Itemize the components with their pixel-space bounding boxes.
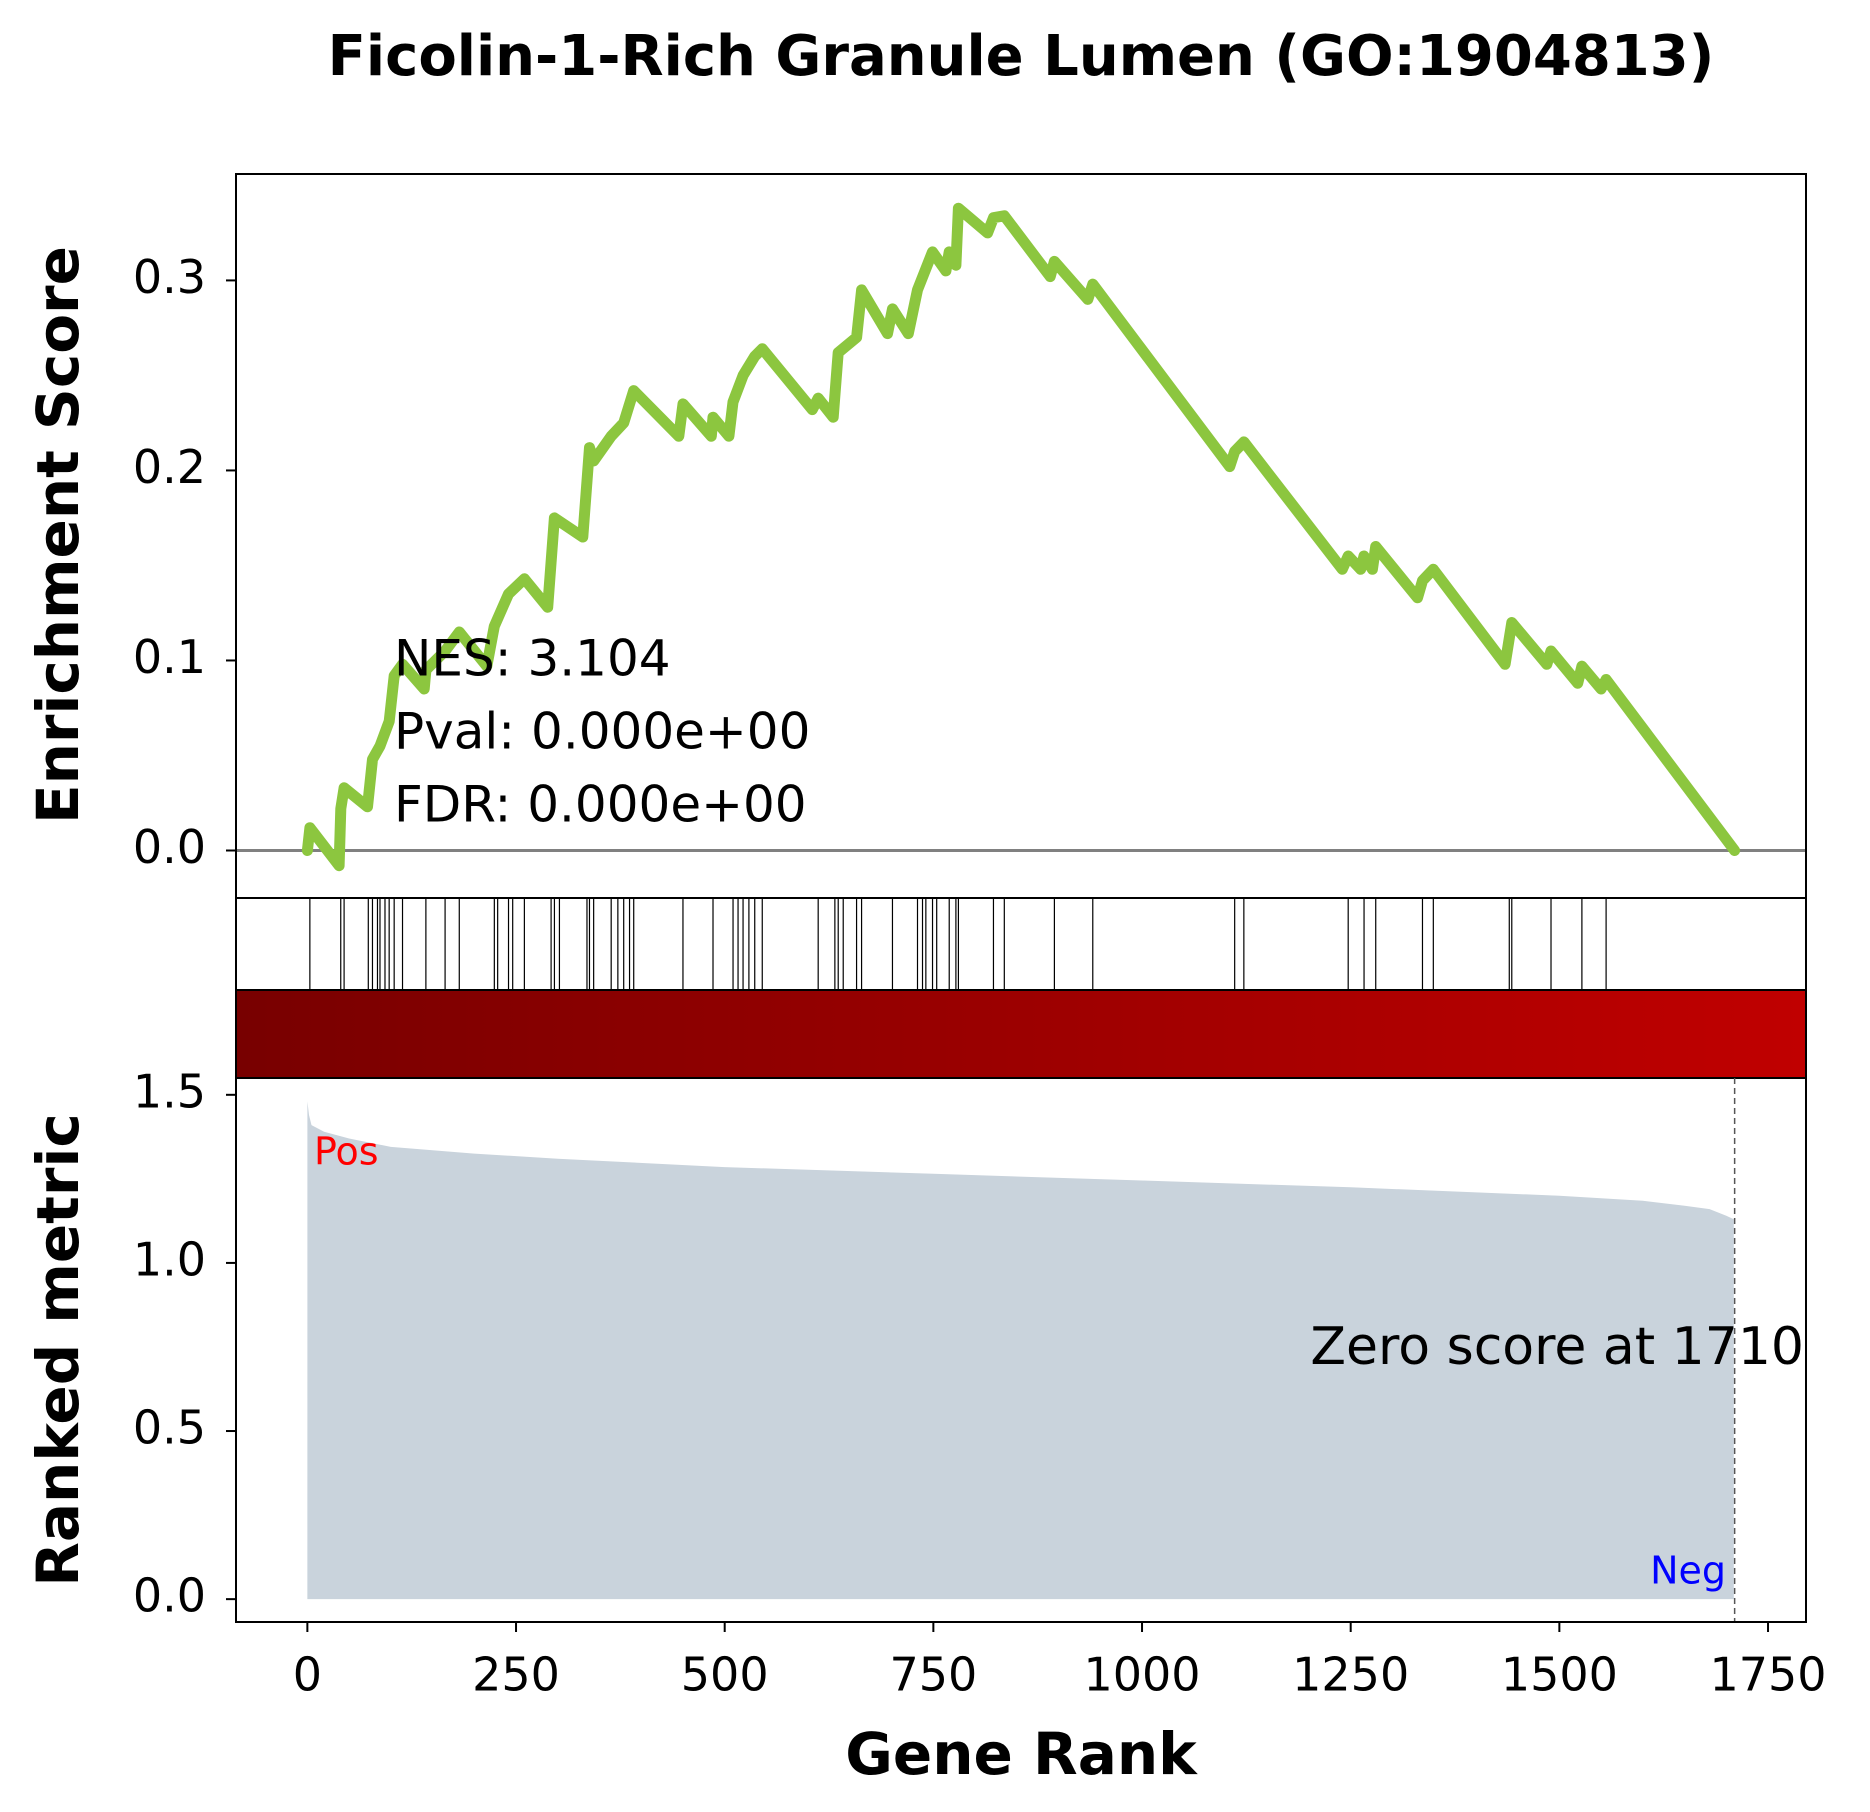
x-tick-label: 500 xyxy=(681,1648,769,1702)
y-tick-label: 0.2 xyxy=(133,440,206,494)
stat-annotation: FDR: 0.000e+00 xyxy=(394,776,807,834)
y-tick-label: 0.5 xyxy=(133,1401,206,1455)
metric-area xyxy=(307,1101,1734,1600)
y-tick-label: 0.3 xyxy=(133,250,206,304)
x-tick-label: 0 xyxy=(293,1648,322,1702)
y-tick-label: 0.0 xyxy=(133,820,206,874)
x-axis-label: Gene Rank xyxy=(845,1720,1198,1788)
axes-frame xyxy=(235,897,1807,991)
neg-label: Neg xyxy=(1650,1549,1726,1593)
chart-title: Ficolin-1-Rich Granule Lumen (GO:1904813… xyxy=(328,24,1715,89)
axes-frame xyxy=(235,989,1807,1623)
x-tick-label: 250 xyxy=(472,1648,560,1702)
colorbar xyxy=(235,989,1807,1079)
stat-annotation: NES: 3.104 xyxy=(394,630,671,688)
x-tick-label: 1750 xyxy=(1709,1648,1826,1702)
y-axis-label: Ranked metric xyxy=(24,1113,92,1587)
y-tick-label: 0.1 xyxy=(133,630,206,684)
x-tick-label: 750 xyxy=(889,1648,977,1702)
x-tick-label: 1500 xyxy=(1501,1648,1618,1702)
x-tick-label: 1000 xyxy=(1083,1648,1200,1702)
y-tick-label: 1.5 xyxy=(133,1064,206,1118)
y-axis-label: Enrichment Score xyxy=(24,246,92,824)
pos-label: Pos xyxy=(314,1130,379,1174)
y-tick-label: 1.0 xyxy=(133,1232,206,1286)
stat-annotation: Pval: 0.000e+00 xyxy=(394,703,810,761)
es-line xyxy=(301,202,1741,872)
x-tick-label: 1250 xyxy=(1292,1648,1409,1702)
y-tick-label: 0.0 xyxy=(133,1569,206,1623)
zero-score-label: Zero score at 1710 xyxy=(1310,1317,1804,1377)
